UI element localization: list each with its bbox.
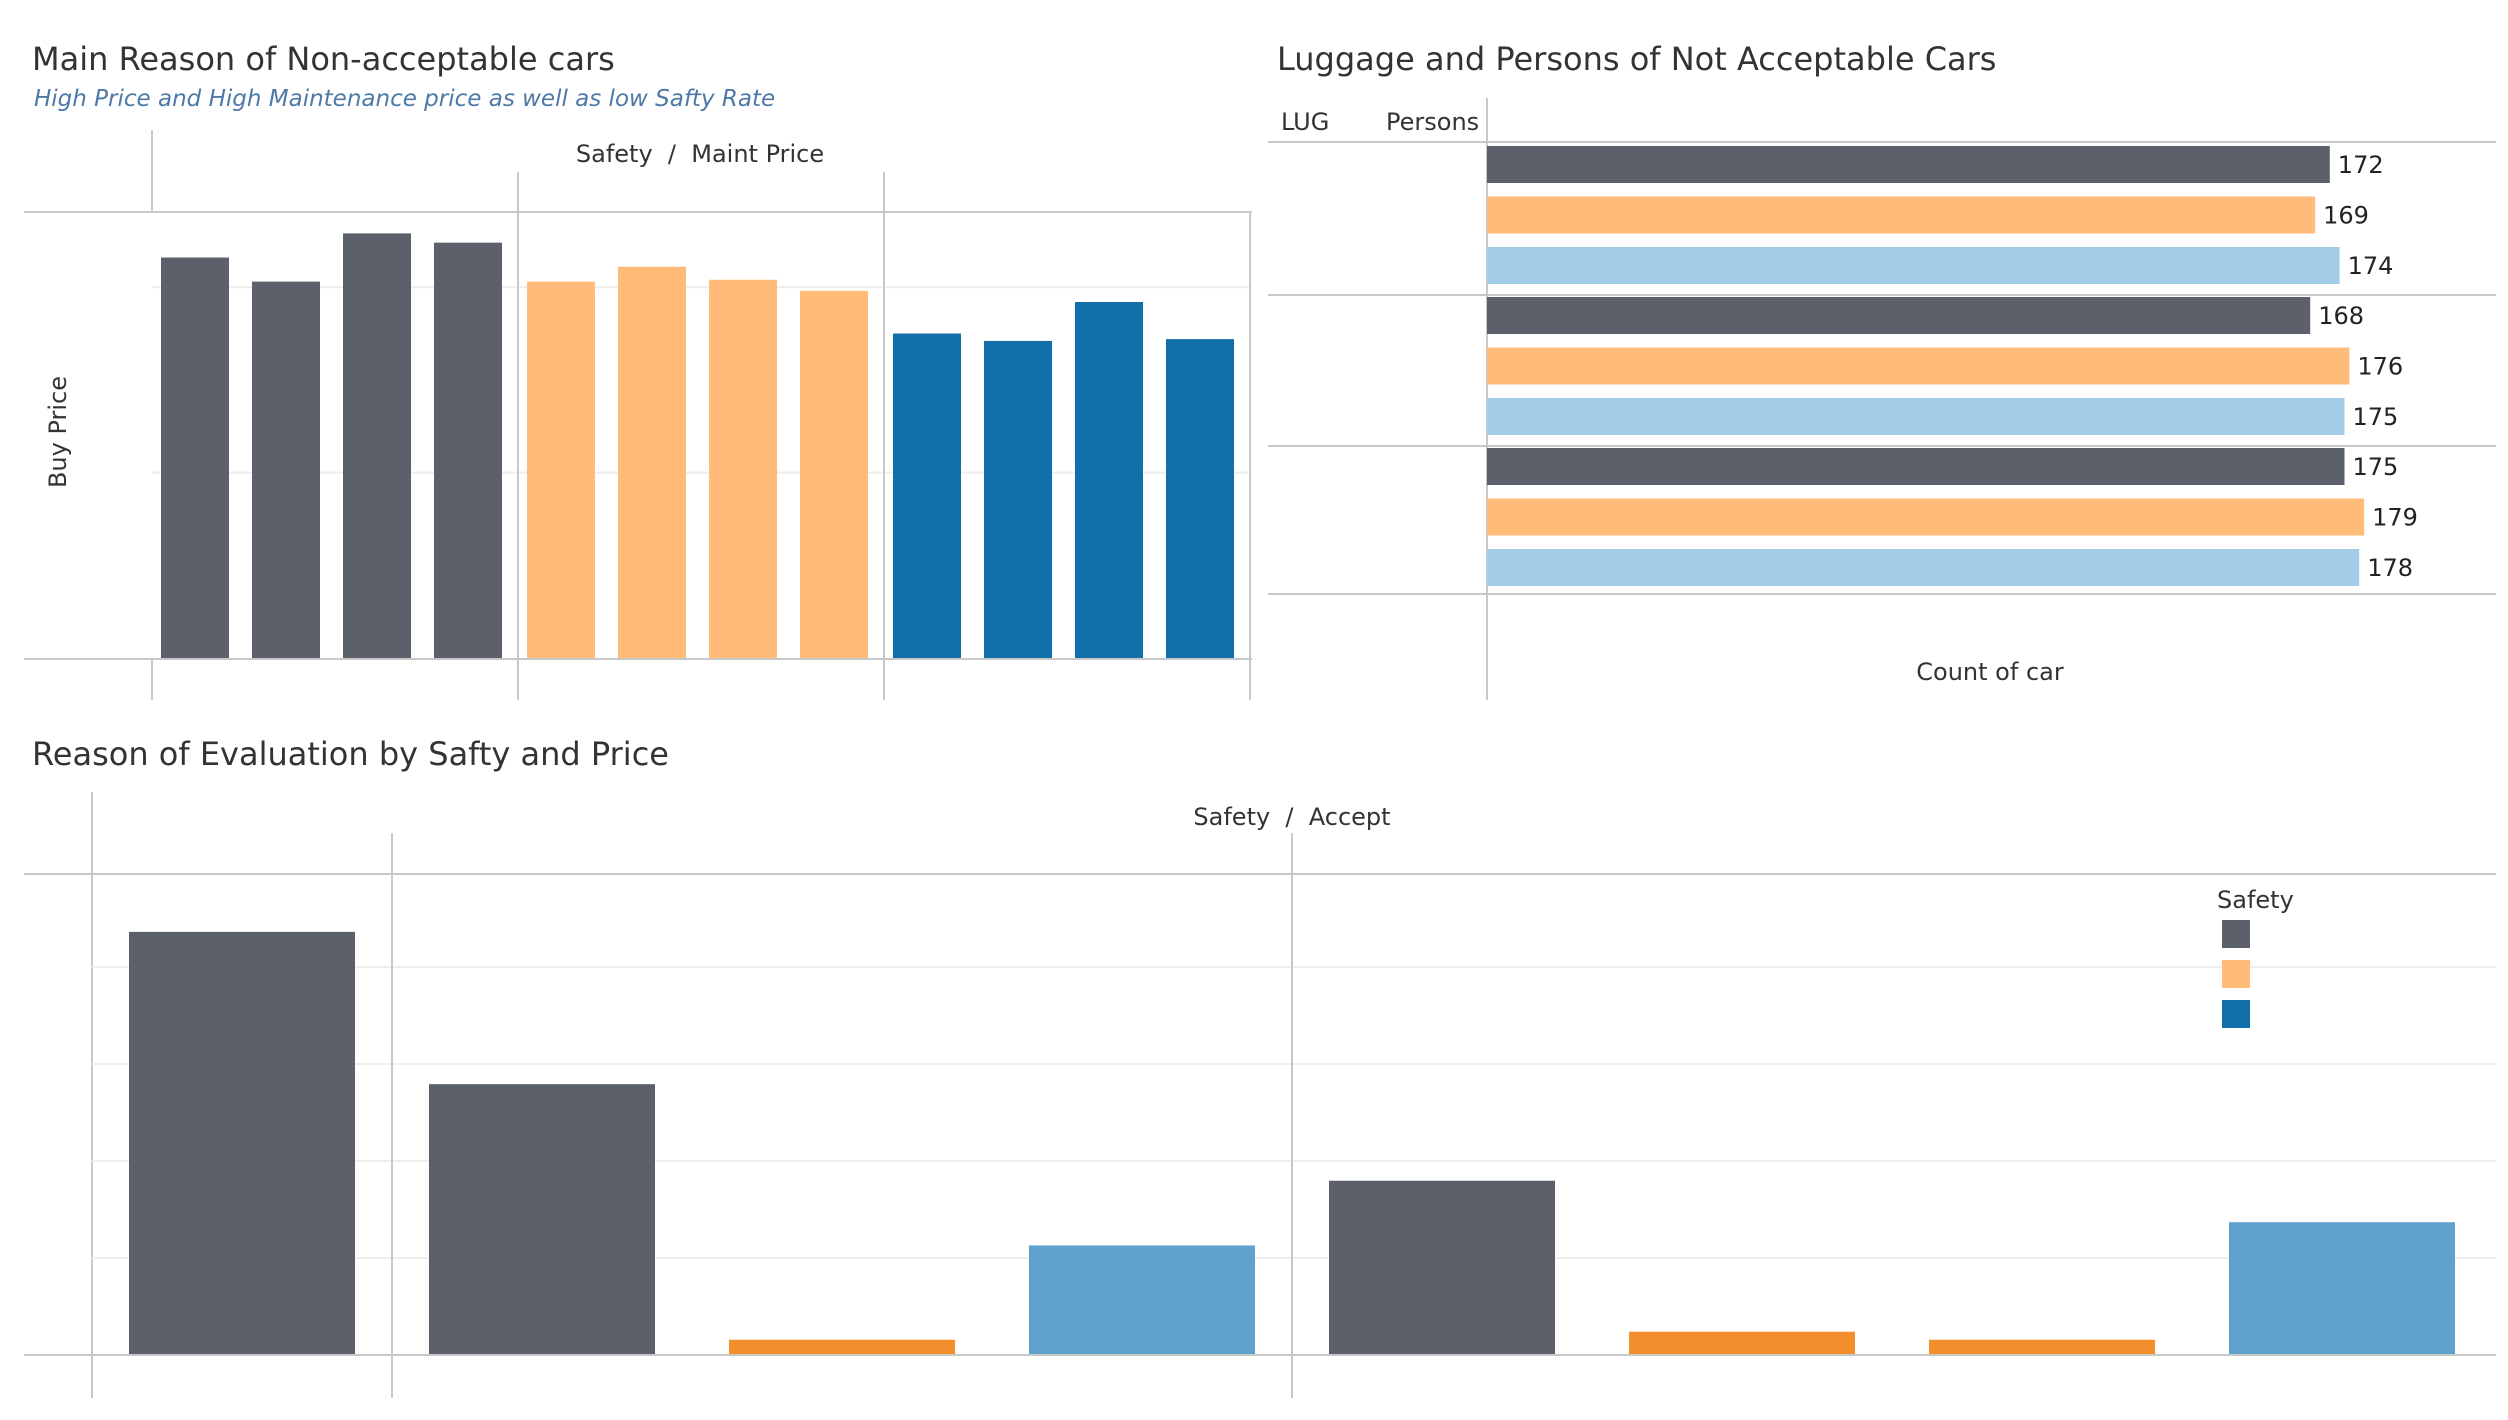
chart2-bar (1487, 398, 2345, 435)
chart2-bar (1487, 347, 2350, 385)
chart1-bar (1075, 302, 1143, 658)
chart3-bar (1029, 1245, 1255, 1355)
chart3-bar (429, 1084, 655, 1355)
chart3-bar (129, 931, 355, 1355)
chart1-bar (343, 233, 411, 659)
chart2-plot: 172 169 174 168 176 175 175 179 178 (1268, 98, 2496, 700)
chart1-subtitle: High Price and High Maintenance price as… (34, 86, 775, 112)
chart2-value-label: 176 (2357, 353, 2403, 381)
chart1-header: Safety / Maint Price (576, 140, 824, 168)
chart1-bar (893, 333, 961, 658)
legend-swatch (2222, 1000, 2250, 1028)
chart2-bar (1487, 448, 2345, 485)
chart2-value-label: 174 (2348, 252, 2394, 280)
chart1-bar (1166, 339, 1234, 658)
chart2-bar (1487, 498, 2365, 536)
chart1-y-axis-label: Buy Price (44, 376, 72, 488)
chart1-bar (800, 290, 868, 658)
chart3-bar (729, 1339, 955, 1355)
chart3-plot (24, 792, 2496, 1398)
legend-title: Safety (2217, 886, 2294, 914)
chart2-bar (1487, 196, 2316, 234)
chart3-bar (1629, 1331, 1855, 1355)
chart2-row-header-persons: Persons (1386, 108, 1479, 136)
legend-swatch (2222, 920, 2250, 948)
chart2-bar (1487, 146, 2330, 183)
chart2-value-label: 179 (2372, 504, 2418, 532)
legend (2222, 920, 2250, 1028)
chart1-bar (527, 281, 595, 658)
chart1-plot (24, 130, 1252, 700)
chart2-value-label: 175 (2353, 453, 2399, 481)
chart2-bar (1487, 297, 2311, 334)
chart3-title: Reason of Evaluation by Safty and Price (32, 735, 669, 773)
chart3-header: Safety / Accept (1193, 803, 1390, 831)
chart2-value-label: 169 (2323, 202, 2369, 230)
chart3-bar (1329, 1180, 1555, 1355)
chart1-bar (161, 257, 229, 658)
chart2-value-label: 178 (2367, 554, 2413, 582)
chart1-bar (618, 266, 686, 658)
chart1-bar (252, 281, 320, 658)
chart2-row-header-lug: LUG (1281, 108, 1329, 136)
chart2-bar (1487, 549, 2360, 586)
legend-swatch (2222, 960, 2250, 988)
chart2-x-axis-label: Count of car (1916, 658, 2064, 686)
chart1-bar (434, 242, 502, 658)
chart1-bar (984, 340, 1052, 658)
chart1-bar (709, 279, 777, 658)
chart3-bar (2229, 1222, 2455, 1355)
chart1-title: Main Reason of Non-acceptable cars (32, 40, 615, 78)
chart2-value-label: 172 (2338, 151, 2384, 179)
chart2-bar (1487, 247, 2340, 284)
chart2-value-label: 168 (2318, 302, 2364, 330)
chart2-value-label: 175 (2353, 403, 2399, 431)
chart3-bar (1929, 1339, 2155, 1355)
chart2-title: Luggage and Persons of Not Acceptable Ca… (1277, 40, 1996, 78)
